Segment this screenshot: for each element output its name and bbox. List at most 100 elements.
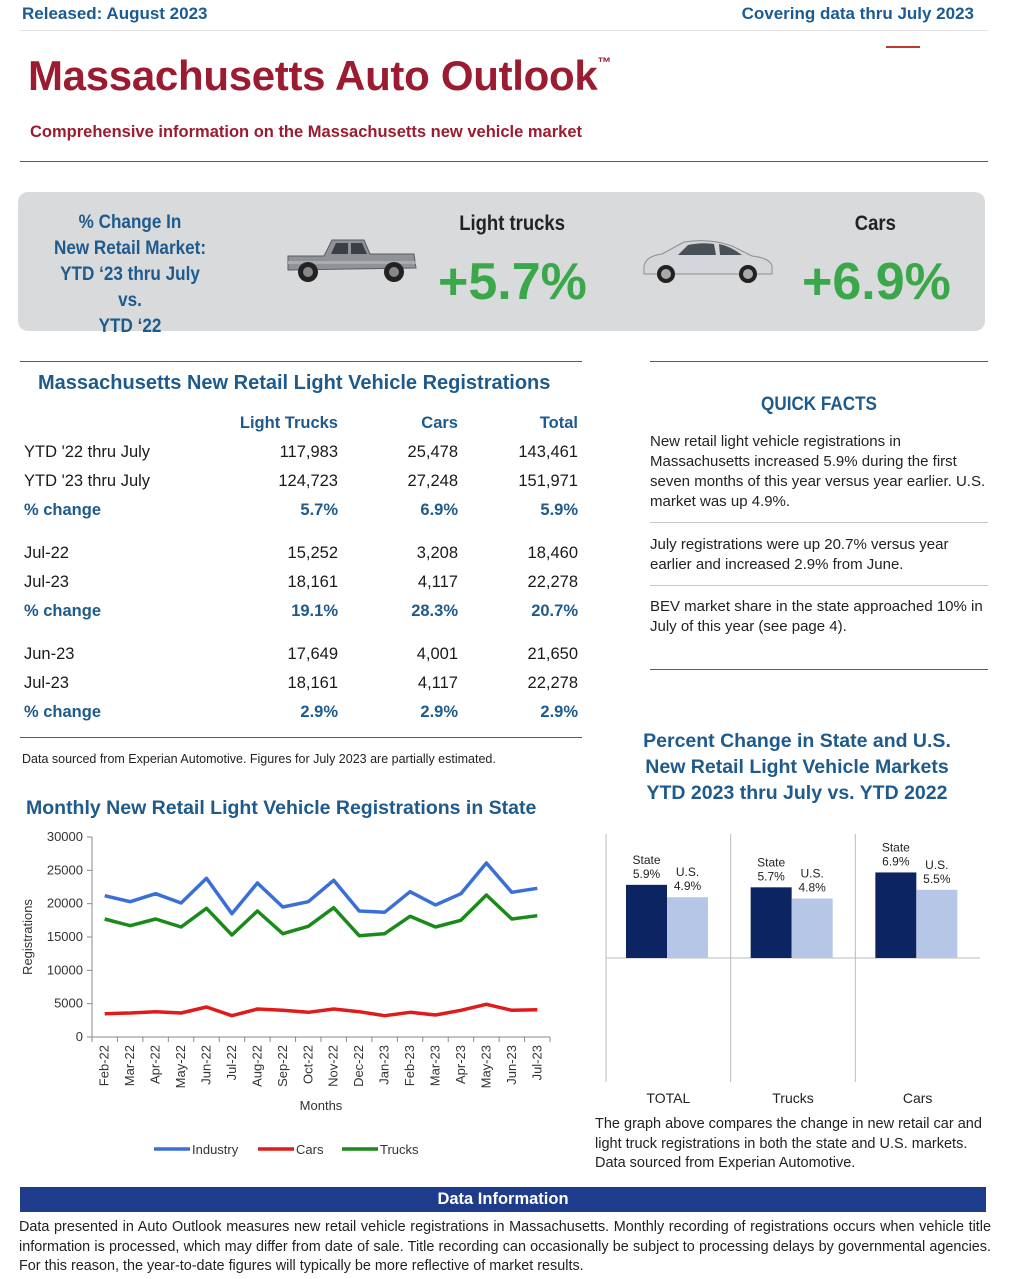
quick-fact-item: New retail light vehicle registrations i… bbox=[650, 433, 986, 510]
cell-light-trucks: 17,649 bbox=[287, 645, 338, 663]
series-line-cars bbox=[104, 1002, 538, 1018]
table-row: YTD '23 thru July 124,723 27,248 151,971 bbox=[20, 467, 582, 496]
bar-series-label: U.S. bbox=[800, 866, 823, 880]
cell-total: 20.7% bbox=[531, 602, 578, 620]
quick-fact-divider bbox=[650, 585, 988, 586]
cell-total: 18,460 bbox=[527, 544, 578, 562]
percent-change-title: Percent Change in State and U.S. New Ret… bbox=[643, 730, 951, 804]
row-label: Jun-23 bbox=[24, 645, 75, 663]
light-trucks-pct: +5.7% bbox=[438, 253, 587, 311]
x-tick-label: Jul-23 bbox=[529, 1045, 544, 1080]
table-row: Jun-23 17,649 4,001 21,650 bbox=[20, 640, 582, 669]
x-tick-label: Dec-22 bbox=[351, 1045, 366, 1087]
x-tick-label: Feb-23 bbox=[402, 1045, 417, 1086]
table-row: YTD '22 thru July 117,983 25,478 143,461 bbox=[20, 438, 582, 467]
table-row-pct-change: % change 2.9% 2.9% 2.9% bbox=[20, 698, 582, 727]
x-tick-label: May-22 bbox=[173, 1045, 188, 1088]
table-bottom-rule bbox=[20, 737, 582, 738]
table-spacer bbox=[20, 525, 582, 539]
cell-total: 22,278 bbox=[527, 573, 578, 591]
x-axis-title: Months bbox=[300, 1098, 343, 1113]
y-tick-label: 10000 bbox=[47, 962, 83, 977]
category-label: TOTAL bbox=[646, 1090, 690, 1106]
data-info-text: Data presented in Auto Outlook measures … bbox=[19, 1219, 991, 1274]
row-label: % change bbox=[24, 501, 102, 519]
data-info-heading: Data Information bbox=[20, 1187, 986, 1212]
table-row: Jul-22 15,252 3,208 18,460 bbox=[20, 539, 582, 568]
x-tick-label: Nov-22 bbox=[326, 1045, 341, 1087]
table-row: Jul-23 18,161 4,117 22,278 bbox=[20, 568, 582, 597]
cell-light-trucks: 5.7% bbox=[300, 501, 338, 519]
y-axis-title: Registrations bbox=[20, 899, 35, 975]
bar-state-cars bbox=[875, 872, 917, 958]
bar-state-total bbox=[626, 884, 667, 958]
cell-cars: 27,248 bbox=[407, 472, 458, 490]
x-tick-label: Sep-22 bbox=[275, 1045, 290, 1087]
y-tick-label: 25000 bbox=[47, 862, 83, 877]
cell-light-trucks: 18,161 bbox=[287, 573, 338, 591]
light-trucks-label: Light trucks bbox=[459, 212, 565, 235]
bar-value-label: 6.9% bbox=[882, 854, 910, 868]
cell-light-trucks: 18,161 bbox=[287, 674, 338, 692]
bar-us-total bbox=[667, 897, 708, 958]
bar-value-label: 5.7% bbox=[757, 869, 785, 883]
cell-light-trucks: 117,983 bbox=[279, 443, 338, 461]
summary-banner bbox=[18, 192, 985, 331]
legend-label-industry: Industry bbox=[192, 1142, 239, 1157]
row-label: % change bbox=[24, 602, 102, 620]
y-tick-label: 0 bbox=[76, 1029, 83, 1044]
col-header-cars: Cars bbox=[421, 414, 458, 432]
monthly-registrations-chart: 0 5000 10000 15000 20000 25000 30000 Feb-22 Mar-… bbox=[20, 829, 551, 1157]
bar-series-label: State bbox=[757, 855, 785, 869]
cell-light-trucks: 15,252 bbox=[287, 544, 338, 562]
page-subtitle: Comprehensive information on the Massach… bbox=[30, 123, 582, 141]
header-rule bbox=[20, 161, 988, 162]
bar-value-label: 5.9% bbox=[633, 867, 661, 881]
cell-cars: 28.3% bbox=[411, 602, 458, 620]
bar-value-label: 4.8% bbox=[798, 880, 826, 894]
registrations-table: Light Trucks Cars Total YTD '22 thru Jul… bbox=[20, 409, 582, 727]
cars-pct: +6.9% bbox=[802, 253, 951, 311]
cell-cars: 3,208 bbox=[416, 544, 458, 562]
x-tick-label: Mar-22 bbox=[122, 1045, 137, 1086]
bar-value-label: 4.9% bbox=[674, 879, 702, 893]
quick-fact-item: July registrations were up 20.7% versus … bbox=[650, 536, 949, 573]
coverage-date: Covering data thru July 2023 bbox=[741, 4, 974, 23]
row-label: Jul-23 bbox=[24, 573, 69, 591]
x-tick-label: Jul-22 bbox=[224, 1045, 239, 1080]
legend-label-trucks: Trucks bbox=[380, 1142, 419, 1157]
bar-series-label: State bbox=[632, 853, 660, 867]
y-tick-label: 20000 bbox=[47, 896, 83, 911]
col-header-label bbox=[20, 409, 220, 438]
cell-cars: 6.9% bbox=[420, 501, 458, 519]
x-tick-label: Jun-22 bbox=[199, 1045, 214, 1085]
bar-state-trucks bbox=[750, 887, 792, 958]
table-row: Jul-23 18,161 4,117 22,278 bbox=[20, 669, 582, 698]
bar-series-label: State bbox=[882, 840, 910, 854]
x-tick-label: Oct-22 bbox=[300, 1045, 315, 1084]
monthly-chart-title: Monthly New Retail Light Vehicle Registr… bbox=[26, 797, 537, 819]
col-header-total: Total bbox=[539, 414, 578, 432]
banner-label: % Change In New Retail Market: YTD ‘23 t… bbox=[53, 212, 207, 337]
cars-label: Cars bbox=[854, 212, 896, 235]
table-row-pct-change: % change 19.1% 28.3% 20.7% bbox=[20, 597, 582, 626]
cell-total: 21,650 bbox=[527, 645, 578, 663]
row-label: YTD '23 thru July bbox=[24, 472, 151, 490]
row-label: Jul-22 bbox=[24, 544, 69, 562]
cell-light-trucks: 2.9% bbox=[300, 703, 338, 721]
x-tick-label: Apr-22 bbox=[148, 1045, 163, 1084]
series-line-industry bbox=[104, 861, 538, 916]
cell-cars: 4,001 bbox=[416, 645, 458, 663]
y-tick-label: 30000 bbox=[47, 829, 83, 844]
percent-change-caption: The graph above compares the change in n… bbox=[595, 1116, 982, 1171]
table-row-pct-change: % change 5.7% 6.9% 5.9% bbox=[20, 496, 582, 525]
pickup-truck-icon bbox=[287, 239, 417, 282]
cell-cars: 25,478 bbox=[407, 443, 458, 461]
row-label: Jul-23 bbox=[24, 674, 69, 692]
cell-total: 143,461 bbox=[518, 443, 578, 461]
cell-total: 22,278 bbox=[527, 674, 578, 692]
quick-facts-top-rule bbox=[650, 361, 988, 362]
x-tick-label: Aug-22 bbox=[249, 1045, 264, 1087]
quick-fact-divider bbox=[650, 522, 988, 523]
